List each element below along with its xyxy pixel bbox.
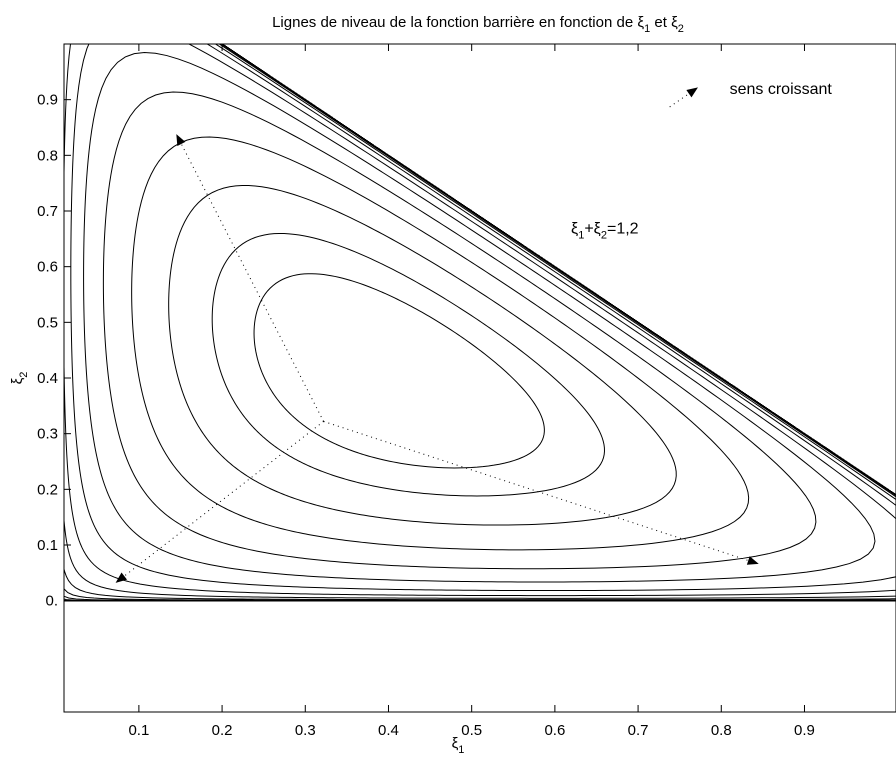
constraint-annotation: ξ1+ξ2=1,2 [571, 220, 639, 241]
contour-line-10 [64, 44, 896, 601]
y-tick-label-7: 0.7 [37, 203, 58, 220]
y-tick-label-1: 0.1 [37, 537, 58, 554]
x-tick-label-2: 0.3 [295, 722, 316, 739]
contour-line-6 [83, 52, 876, 583]
contour-lines [64, 44, 896, 602]
contour-line-70 [64, 44, 896, 602]
x-tick-label-1: 0.2 [212, 722, 233, 739]
contour-line-7 [70, 44, 896, 592]
y-axis-ticks: 0. 0.1 0.2 0.3 0.4 0.5 0.6 0.7 0.8 0.9 [37, 92, 71, 610]
y-tick-label-3: 0.3 [37, 426, 58, 443]
contour-line-4 [131, 136, 750, 551]
contour-line-1 [253, 273, 545, 469]
y-tick-label-5: 0.5 [37, 314, 58, 331]
arrow-head-2 [115, 572, 128, 583]
arrow-head-0 [176, 134, 186, 147]
arrow-shaft-3 [669, 87, 699, 108]
arrow-head-3 [686, 87, 698, 98]
y-tick-label-4: 0.4 [37, 370, 58, 387]
x-tick-label-7: 0.8 [711, 722, 732, 739]
contour-line-3 [168, 184, 677, 526]
x-axis-ticks: 0.1 0.2 0.3 0.4 0.5 0.6 0.7 0.8 0.9 [128, 44, 815, 739]
x-tick-label-8: 0.9 [794, 722, 815, 739]
contour-line-2 [211, 232, 605, 497]
x-tick-label-3: 0.4 [378, 722, 399, 739]
x-tick-label-6: 0.7 [628, 722, 649, 739]
x-tick-label-4: 0.5 [461, 722, 482, 739]
x-tick-label-0: 0.1 [128, 722, 149, 739]
y-tick-label-9: 0.9 [37, 92, 58, 109]
direction-annotation: sens croissant [730, 81, 833, 98]
contour-line-5 [102, 91, 817, 570]
direction-arrows [115, 87, 759, 584]
y-tick-label-6: 0.6 [37, 259, 58, 276]
chart-title: Lignes de niveau de la fonction barrière… [272, 14, 684, 35]
y-tick-label-8: 0.8 [37, 147, 58, 164]
contour-line-9 [64, 44, 896, 599]
y-tick-label-0: 0. [45, 593, 58, 610]
x-tick-label-5: 0.6 [544, 722, 565, 739]
arrow-head-1 [746, 556, 759, 565]
x-axis-label: ξ1 [452, 735, 465, 756]
contour-line-8 [64, 44, 896, 597]
y-axis-label: ξ2 [9, 372, 30, 385]
y-tick-label-2: 0.2 [37, 481, 58, 498]
